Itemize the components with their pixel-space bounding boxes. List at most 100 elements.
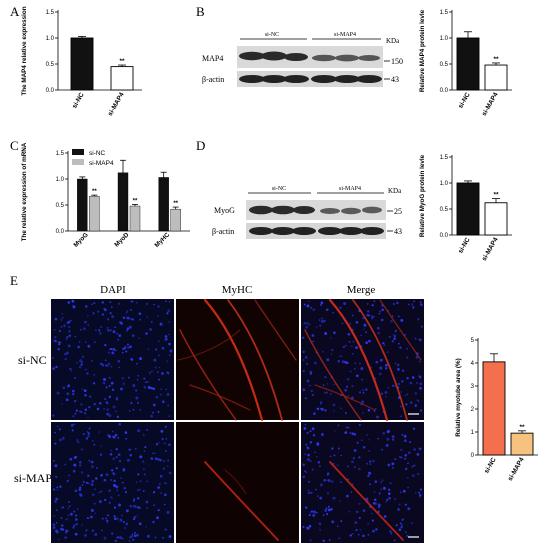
dapi-nucleus <box>85 481 89 484</box>
dapi-nucleus <box>100 326 103 329</box>
dapi-nucleus <box>105 517 108 520</box>
dapi-nucleus <box>137 473 140 476</box>
dapi-nucleus <box>91 479 94 483</box>
dapi-nucleus <box>136 402 139 404</box>
dapi-nucleus <box>406 376 409 380</box>
dapi-nucleus <box>306 431 309 434</box>
dapi-nucleus <box>65 518 68 521</box>
dapi-nucleus <box>147 386 151 389</box>
dapi-nucleus <box>69 457 73 461</box>
dapi-nucleus <box>132 505 135 507</box>
dapi-nucleus <box>128 325 132 329</box>
dapi-nucleus <box>108 384 111 387</box>
dapi-nucleus <box>411 465 414 468</box>
dapi-nucleus <box>104 359 107 361</box>
dapi-nucleus <box>151 387 154 390</box>
dapi-nucleus <box>104 398 107 401</box>
dapi-nucleus <box>139 357 143 361</box>
dapi-nucleus <box>362 445 366 449</box>
dapi-nucleus <box>345 344 347 347</box>
dapi-nucleus <box>139 455 143 459</box>
dapi-nucleus <box>371 304 374 307</box>
dapi-nucleus <box>86 372 89 375</box>
dapi-nucleus <box>337 360 341 363</box>
dapi-nucleus <box>351 460 354 464</box>
blot-band <box>293 206 315 214</box>
dapi-nucleus <box>333 410 336 412</box>
dapi-nucleus <box>393 539 396 542</box>
dapi-nucleus <box>137 429 141 433</box>
dapi-nucleus <box>169 354 171 356</box>
dapi-nucleus <box>397 508 400 511</box>
dapi-nucleus <box>312 394 314 396</box>
dapi-nucleus <box>54 431 56 434</box>
dapi-nucleus <box>345 361 348 364</box>
dapi-nucleus <box>134 448 137 450</box>
dapi-nucleus <box>345 426 348 429</box>
dapi-nucleus <box>151 452 154 455</box>
dapi-nucleus <box>357 533 360 536</box>
dapi-nucleus <box>157 486 160 489</box>
dapi-nucleus <box>109 312 112 315</box>
dapi-nucleus <box>368 339 371 343</box>
dapi-nucleus <box>83 389 87 393</box>
dapi-nucleus <box>304 397 307 400</box>
dapi-nucleus <box>104 364 107 367</box>
dapi-nucleus <box>310 460 312 462</box>
dapi-nucleus <box>388 335 391 338</box>
dapi-nucleus <box>308 323 311 326</box>
dapi-nucleus <box>327 479 331 483</box>
dapi-nucleus <box>65 398 69 402</box>
dapi-nucleus <box>168 300 171 303</box>
legend-swatch <box>72 159 84 165</box>
dapi-nucleus <box>91 439 94 442</box>
dapi-nucleus <box>99 453 103 456</box>
dapi-nucleus <box>331 520 335 524</box>
dapi-nucleus <box>337 447 340 450</box>
dapi-nucleus <box>327 505 330 508</box>
dapi-nucleus <box>419 303 423 306</box>
dapi-nucleus <box>391 435 395 438</box>
dapi-nucleus <box>404 457 407 461</box>
dapi-nucleus <box>66 336 69 339</box>
dapi-nucleus <box>66 392 70 396</box>
y-tick-label: 5 <box>471 338 475 344</box>
myotube-fibers-merge-si-map4 <box>329 461 404 541</box>
dapi-nucleus <box>308 514 311 517</box>
dapi-nucleus <box>64 463 66 466</box>
dapi-nucleus <box>91 303 94 305</box>
dapi-nucleus <box>330 353 333 355</box>
x-tick-label: si-MAP4 <box>107 91 126 117</box>
dapi-nucleus <box>78 461 82 464</box>
y-tick-label: 0.0 <box>46 88 55 94</box>
dapi-nucleus <box>103 378 106 381</box>
panel-label-d: D <box>196 138 205 153</box>
dapi-nucleus <box>122 468 126 471</box>
dapi-nucleus <box>156 371 159 373</box>
dapi-nucleus <box>117 338 119 341</box>
image-merge-si-map4 <box>301 422 424 543</box>
dapi-nucleus <box>378 372 382 376</box>
dapi-nucleus <box>309 384 311 387</box>
dapi-nucleus <box>75 409 79 412</box>
myotube-fiber <box>177 329 241 361</box>
dapi-nucleus <box>59 485 62 489</box>
dapi-nucleus <box>333 454 336 457</box>
dapi-nucleus <box>332 496 336 500</box>
dapi-nucleus <box>362 509 366 513</box>
dapi-nucleus <box>369 483 371 486</box>
dapi-nucleus <box>164 528 167 531</box>
dapi-nucleus <box>124 345 127 347</box>
dapi-nucleus <box>146 507 148 509</box>
dapi-nucleus <box>52 526 56 530</box>
dapi-nucleus <box>380 481 383 484</box>
dapi-nucleus <box>118 366 120 369</box>
dapi-nucleus <box>341 360 345 364</box>
dapi-nucleus <box>162 467 165 470</box>
dapi-nucleus <box>157 305 160 308</box>
dapi-nucleus <box>148 371 152 375</box>
dapi-nucleus <box>338 537 341 540</box>
dapi-nucleus <box>146 429 149 431</box>
dapi-nucleus <box>87 474 90 477</box>
dapi-nucleus <box>365 462 369 465</box>
